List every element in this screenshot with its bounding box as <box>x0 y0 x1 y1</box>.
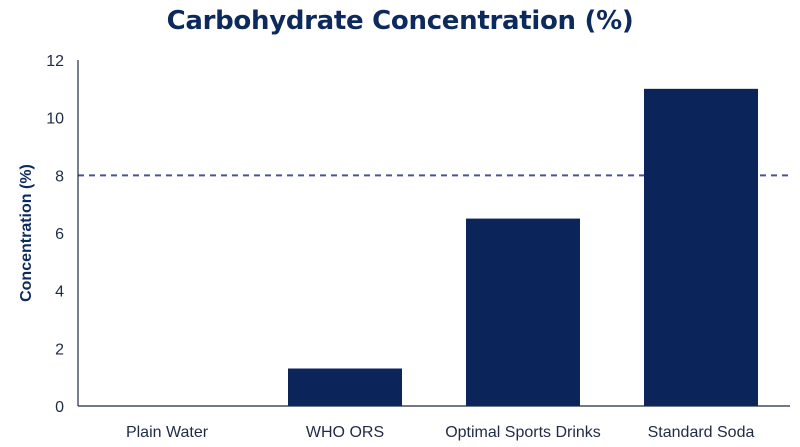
y-tick-label: 8 <box>55 168 64 185</box>
y-axis-ticks: 0 2 4 6 8 10 12 <box>46 53 64 416</box>
x-axis-labels: Plain Water WHO ORS Optimal Sports Drinks S… <box>126 424 755 441</box>
x-tick-label: Standard Soda <box>648 424 755 441</box>
chart-title: Carbohydrate Concentration (%) <box>166 6 634 36</box>
bar <box>288 368 402 406</box>
bar <box>466 218 580 406</box>
y-axis-title-group: Concentration (%) <box>18 164 35 302</box>
y-tick-label: 12 <box>46 53 64 70</box>
y-tick-label: 10 <box>46 111 64 128</box>
y-tick-label: 0 <box>55 399 64 416</box>
x-tick-label: WHO ORS <box>306 424 384 441</box>
y-axis-title: Concentration (%) <box>18 164 35 302</box>
y-tick-label: 4 <box>55 284 64 301</box>
y-tick-label: 6 <box>55 226 64 243</box>
axes <box>77 60 790 407</box>
bars <box>288 88 758 406</box>
x-tick-label: Optimal Sports Drinks <box>445 424 601 441</box>
y-tick-label: 2 <box>55 341 64 358</box>
bar <box>644 88 758 406</box>
x-tick-label: Plain Water <box>126 424 209 441</box>
